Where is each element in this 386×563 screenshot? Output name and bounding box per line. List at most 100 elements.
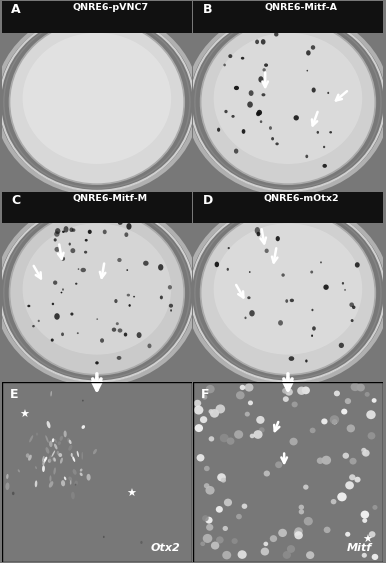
Ellipse shape	[195, 424, 203, 432]
Ellipse shape	[260, 120, 262, 123]
Ellipse shape	[49, 481, 53, 488]
Ellipse shape	[332, 419, 337, 425]
Ellipse shape	[44, 457, 47, 461]
Ellipse shape	[53, 458, 56, 462]
Text: C: C	[12, 194, 20, 207]
Ellipse shape	[71, 491, 75, 499]
Ellipse shape	[51, 450, 55, 457]
Ellipse shape	[200, 542, 205, 546]
Ellipse shape	[168, 285, 172, 289]
Ellipse shape	[247, 101, 253, 108]
Ellipse shape	[372, 398, 377, 403]
Ellipse shape	[224, 499, 232, 506]
Ellipse shape	[234, 86, 239, 90]
Ellipse shape	[278, 320, 283, 325]
Ellipse shape	[344, 289, 346, 291]
Ellipse shape	[77, 332, 79, 334]
Ellipse shape	[103, 536, 105, 538]
Ellipse shape	[227, 437, 234, 445]
Ellipse shape	[211, 542, 219, 549]
Ellipse shape	[311, 45, 315, 50]
Ellipse shape	[64, 226, 68, 233]
Ellipse shape	[290, 298, 294, 302]
Ellipse shape	[312, 327, 316, 330]
Ellipse shape	[329, 131, 332, 133]
Ellipse shape	[269, 126, 272, 130]
Ellipse shape	[350, 319, 354, 322]
Ellipse shape	[47, 421, 51, 428]
Ellipse shape	[289, 356, 294, 361]
Ellipse shape	[126, 269, 128, 271]
Ellipse shape	[72, 456, 75, 462]
Ellipse shape	[35, 480, 37, 487]
Ellipse shape	[255, 39, 259, 44]
Ellipse shape	[72, 229, 75, 232]
Ellipse shape	[217, 128, 220, 132]
Ellipse shape	[217, 473, 226, 481]
Ellipse shape	[261, 548, 269, 556]
Ellipse shape	[227, 268, 229, 271]
Ellipse shape	[264, 64, 268, 67]
Ellipse shape	[10, 20, 184, 184]
Ellipse shape	[349, 474, 356, 480]
Ellipse shape	[49, 441, 52, 447]
Ellipse shape	[256, 111, 261, 116]
Ellipse shape	[305, 155, 308, 158]
Ellipse shape	[129, 304, 131, 307]
Ellipse shape	[147, 343, 151, 348]
Ellipse shape	[299, 510, 304, 515]
Ellipse shape	[69, 243, 71, 245]
Ellipse shape	[84, 251, 87, 253]
Ellipse shape	[32, 325, 35, 327]
Ellipse shape	[362, 518, 367, 523]
Ellipse shape	[194, 405, 203, 414]
Ellipse shape	[321, 418, 328, 425]
Ellipse shape	[238, 550, 247, 559]
Ellipse shape	[196, 454, 205, 462]
Ellipse shape	[222, 551, 231, 560]
Ellipse shape	[53, 467, 56, 475]
Text: E: E	[10, 388, 18, 401]
Text: B: B	[203, 3, 212, 16]
Ellipse shape	[74, 481, 78, 485]
Ellipse shape	[143, 261, 149, 266]
Ellipse shape	[61, 333, 64, 336]
Ellipse shape	[68, 445, 72, 451]
Ellipse shape	[345, 398, 351, 404]
Ellipse shape	[275, 142, 279, 145]
Ellipse shape	[70, 480, 71, 485]
Ellipse shape	[276, 236, 280, 242]
Ellipse shape	[88, 230, 92, 234]
Ellipse shape	[46, 447, 49, 454]
Ellipse shape	[201, 211, 375, 375]
Ellipse shape	[311, 334, 313, 337]
Bar	[2, 192, 192, 224]
Ellipse shape	[61, 292, 63, 293]
Ellipse shape	[341, 409, 347, 414]
Ellipse shape	[304, 517, 313, 525]
Ellipse shape	[242, 503, 247, 509]
Ellipse shape	[55, 228, 60, 234]
Ellipse shape	[250, 434, 255, 438]
Ellipse shape	[323, 146, 325, 148]
Ellipse shape	[214, 224, 362, 355]
Ellipse shape	[349, 302, 354, 307]
Ellipse shape	[249, 90, 254, 96]
Ellipse shape	[342, 453, 349, 459]
Ellipse shape	[244, 316, 247, 319]
Ellipse shape	[293, 115, 299, 120]
Ellipse shape	[361, 448, 366, 453]
Ellipse shape	[78, 269, 79, 270]
Ellipse shape	[38, 320, 40, 322]
Ellipse shape	[271, 137, 274, 140]
Ellipse shape	[299, 504, 304, 510]
Ellipse shape	[214, 33, 362, 164]
Ellipse shape	[68, 476, 72, 481]
Ellipse shape	[259, 427, 265, 433]
Ellipse shape	[204, 466, 210, 471]
Ellipse shape	[59, 436, 63, 441]
Ellipse shape	[200, 416, 207, 423]
Ellipse shape	[45, 435, 49, 443]
Ellipse shape	[258, 76, 263, 83]
Ellipse shape	[54, 238, 57, 242]
